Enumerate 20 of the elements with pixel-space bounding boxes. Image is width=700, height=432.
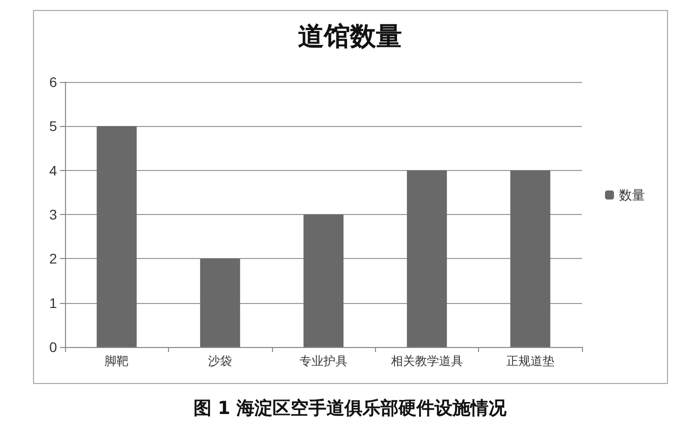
y-tick-label: 5 — [49, 118, 58, 134]
y-tick-label: 1 — [49, 294, 58, 311]
y-tick-label: 3 — [49, 206, 58, 222]
x-tick-label: 沙袋 — [208, 354, 232, 368]
x-tick-label: 专业护具 — [300, 354, 348, 368]
y-tick-label: 4 — [49, 162, 58, 178]
caption: 图 1 海淀区空手道俱乐部硬件设施情况 — [192, 397, 508, 420]
bar — [96, 126, 137, 347]
x-tick-label: 相关教学道具 — [390, 354, 463, 368]
bar — [406, 170, 447, 347]
chart-title: 道馆数量 — [298, 21, 402, 51]
legend-label: 数量 — [619, 188, 645, 202]
x-tick-label: 脚靶 — [104, 354, 129, 368]
y-tick-label: 0 — [49, 339, 58, 355]
x-tick-label: 正规道垫 — [506, 354, 554, 368]
y-tick-label: 2 — [49, 250, 58, 267]
y-tick-label: 6 — [49, 74, 58, 90]
bar — [304, 214, 344, 347]
bar — [200, 258, 240, 347]
bar — [510, 170, 550, 347]
